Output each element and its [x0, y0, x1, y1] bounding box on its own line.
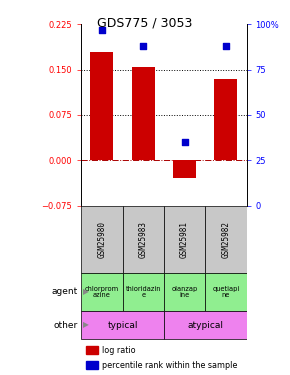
Bar: [86, 361, 98, 369]
Text: GDS775 / 3053: GDS775 / 3053: [97, 17, 193, 30]
Bar: [122, 206, 164, 273]
Bar: [90, 51, 113, 160]
Bar: [122, 273, 164, 310]
Text: olanzap
ine: olanzap ine: [171, 286, 198, 298]
Bar: [205, 206, 246, 273]
Text: typical: typical: [107, 321, 138, 330]
Bar: [81, 310, 164, 339]
Bar: [173, 160, 196, 178]
Bar: [81, 273, 122, 310]
Bar: [164, 310, 246, 339]
Bar: [164, 206, 205, 273]
Text: quetiapi
ne: quetiapi ne: [212, 286, 240, 298]
Point: [224, 43, 228, 49]
Bar: [132, 67, 155, 160]
Text: other: other: [54, 321, 78, 330]
Text: thioridazin
e: thioridazin e: [126, 286, 161, 298]
Point: [141, 43, 146, 49]
Text: percentile rank within the sample: percentile rank within the sample: [102, 360, 237, 369]
Point: [182, 139, 187, 145]
Text: ▶: ▶: [83, 288, 89, 297]
Point: [99, 27, 104, 33]
Bar: [81, 206, 122, 273]
Text: agent: agent: [52, 288, 78, 297]
Text: ▶: ▶: [83, 321, 89, 330]
Bar: [215, 79, 237, 160]
Bar: [205, 273, 246, 310]
Text: GSM25981: GSM25981: [180, 221, 189, 258]
Bar: [86, 346, 98, 354]
Text: GSM25982: GSM25982: [221, 221, 230, 258]
Text: GSM25980: GSM25980: [97, 221, 106, 258]
Text: chlorprom
azine: chlorprom azine: [85, 286, 119, 298]
Text: log ratio: log ratio: [102, 346, 135, 355]
Bar: [164, 273, 205, 310]
Text: atypical: atypical: [187, 321, 223, 330]
Text: GSM25983: GSM25983: [139, 221, 148, 258]
